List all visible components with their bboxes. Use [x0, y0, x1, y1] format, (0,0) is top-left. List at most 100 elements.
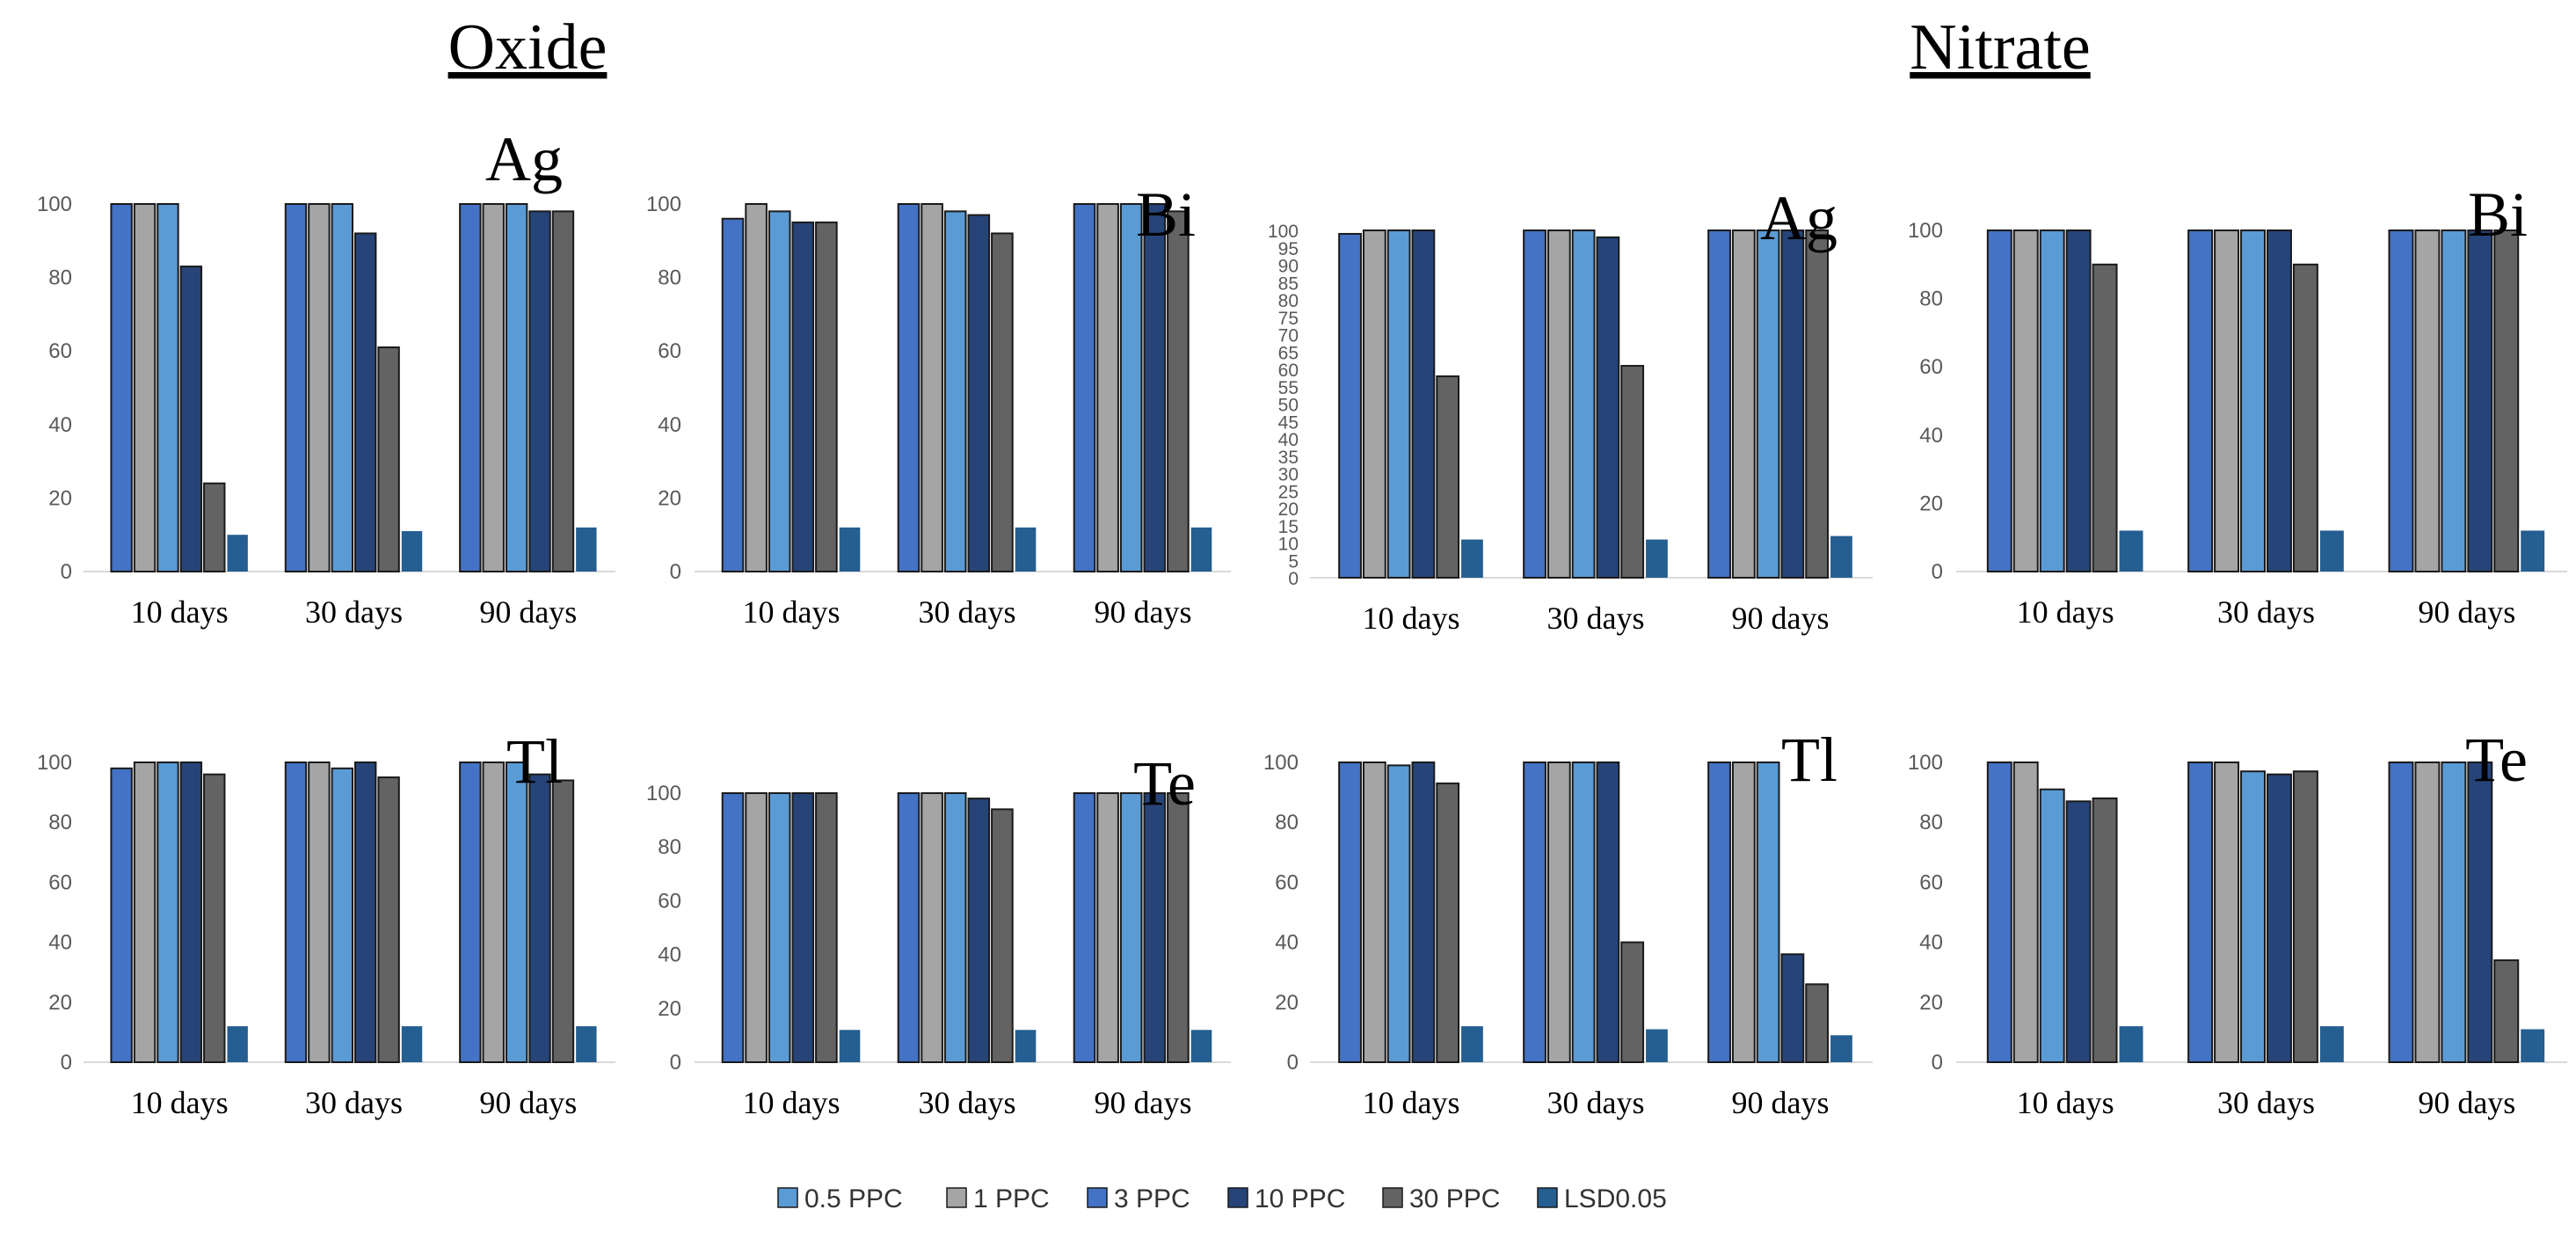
bar — [1411, 230, 1436, 579]
bar — [1386, 764, 1411, 1063]
chart-panel-3: 0510152025303540455055606570758085909510… — [1268, 183, 1873, 636]
bar — [203, 773, 226, 1063]
bar — [1707, 761, 1731, 1063]
bar — [745, 203, 768, 572]
bar — [354, 232, 377, 572]
category-label: 10 days — [131, 594, 229, 630]
bar — [1362, 230, 1386, 579]
bar — [401, 1026, 423, 1062]
bar — [308, 203, 331, 572]
legend-swatch — [946, 1187, 967, 1208]
bar — [1167, 792, 1190, 1063]
bar — [1143, 203, 1167, 572]
category-label: 10 days — [1363, 1085, 1460, 1120]
bar — [110, 203, 133, 572]
y-tick-label: 40 — [658, 413, 681, 437]
bar — [1546, 230, 1571, 579]
bar — [791, 792, 815, 1063]
y-tick-label: 0 — [1932, 1051, 1943, 1075]
chart-panel-4: 0 20 40 60 80 100 10 days 30 days 90 days Bi — [1908, 179, 2567, 630]
legend-label: 30 PPC — [1409, 1184, 1500, 1213]
bar — [991, 808, 1014, 1063]
bar — [1805, 983, 1830, 1063]
bar — [528, 773, 551, 1063]
bar — [401, 531, 423, 572]
y-tick-label: 20 — [1919, 492, 1943, 515]
bar — [1073, 792, 1096, 1063]
panel-title: Ag — [1760, 183, 1837, 253]
bar — [745, 792, 768, 1063]
y-tick-label: 100 — [1908, 751, 1943, 775]
panel-title: Te — [2465, 725, 2528, 795]
bar — [791, 221, 815, 572]
bar — [2012, 761, 2039, 1063]
bar — [1707, 230, 1731, 579]
category-label: 10 days — [1363, 601, 1460, 636]
chart-panel-8: 0 20 40 60 80 100 10 days 30 days 90 days Te — [1908, 725, 2567, 1120]
bar — [768, 210, 791, 573]
bar — [2493, 230, 2520, 572]
y-tick-label: 80 — [658, 266, 681, 290]
y-tick-label: 40 — [48, 413, 72, 437]
bar — [505, 761, 528, 1063]
bar — [2187, 230, 2214, 572]
category-label: 30 days — [1547, 1085, 1645, 1120]
bar — [551, 779, 575, 1064]
y-tick-label: 40 — [1919, 931, 1943, 955]
bar — [1411, 761, 1436, 1063]
bar — [1338, 761, 1362, 1063]
y-tick-label: 100 — [1908, 219, 1943, 243]
y-tick-label: 100 — [646, 193, 681, 216]
bar — [576, 527, 597, 572]
bar — [2039, 788, 2065, 1063]
bar — [721, 792, 745, 1063]
category-label: 30 days — [2217, 1085, 2315, 1120]
bar — [2092, 797, 2118, 1063]
bar — [133, 203, 156, 572]
bar — [227, 1026, 248, 1062]
y-tick-label: 80 — [658, 835, 681, 859]
category-label: 90 days — [2418, 594, 2515, 630]
y-tick-label: 0 — [1932, 560, 1943, 584]
y-tick-label: 50 — [1278, 396, 1299, 416]
bar — [2267, 230, 2292, 572]
bar — [2467, 230, 2493, 572]
legend-swatch — [1087, 1187, 1108, 1208]
panel-title: Bi — [2468, 179, 2528, 250]
bar — [2119, 1026, 2143, 1062]
category-label: 10 days — [2017, 594, 2114, 630]
category-label: 90 days — [1095, 594, 1192, 630]
y-tick-label: 80 — [1278, 291, 1299, 311]
bar — [943, 792, 967, 1063]
bar — [1756, 761, 1780, 1063]
bar — [1461, 539, 1483, 578]
category-label: 10 days — [131, 1085, 229, 1120]
category-label: 90 days — [1732, 1085, 1830, 1120]
bar — [331, 767, 354, 1063]
bar — [2214, 761, 2240, 1063]
bar — [331, 203, 354, 572]
bar — [2187, 761, 2214, 1063]
y-tick-label: 0 — [1287, 1051, 1299, 1075]
bar — [1780, 953, 1805, 1063]
chart-panel-5: 0 20 40 60 80 100 10 days 30 days 90 days Tl — [37, 726, 615, 1120]
bar — [967, 798, 991, 1063]
chart-panel-7: 0 20 40 60 80 100 10 days 30 days 90 days Tl — [1263, 725, 1873, 1120]
bar — [2414, 230, 2441, 572]
bar — [721, 217, 745, 572]
bar — [2267, 773, 2292, 1063]
y-tick-label: 0 — [61, 560, 72, 584]
bar — [2092, 263, 2118, 572]
bar — [576, 1026, 597, 1062]
y-tick-label: 10 — [1278, 535, 1299, 555]
y-tick-label: 60 — [658, 889, 681, 913]
y-tick-label: 100 — [1268, 222, 1299, 242]
chart-panel-1: 0 20 40 60 80 100 10 days 30 days 90 days Ag — [37, 124, 615, 630]
bar — [179, 266, 203, 572]
bar — [1756, 230, 1780, 579]
category-label: 10 days — [743, 594, 840, 630]
bar — [156, 761, 179, 1063]
bar — [1015, 1030, 1037, 1062]
